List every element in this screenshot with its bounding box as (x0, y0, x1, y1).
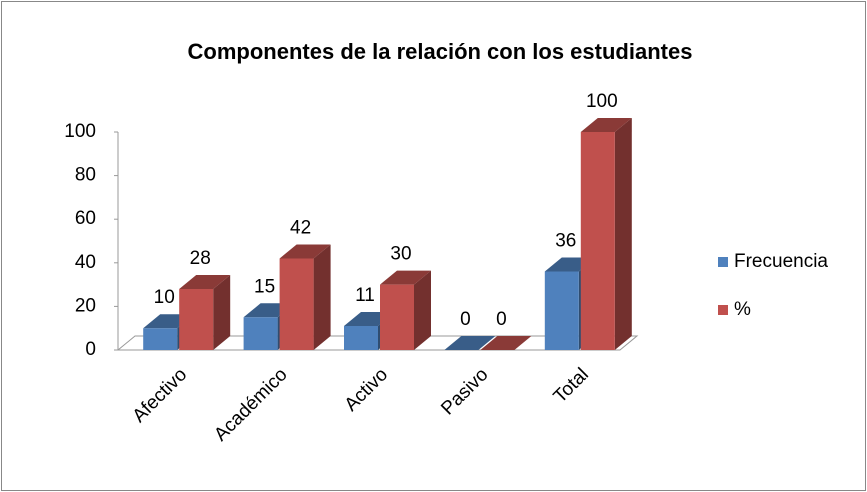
bar-face (544, 271, 579, 350)
legend-swatch (718, 305, 728, 315)
data-label: 42 (290, 217, 311, 238)
bar-face (414, 270, 431, 350)
bar-face (344, 326, 378, 350)
bar-face (213, 274, 231, 350)
bar (380, 270, 431, 350)
bar (480, 336, 532, 350)
bar-face (279, 244, 331, 259)
bar-face (243, 317, 278, 350)
bar-face (480, 336, 532, 350)
bar (444, 336, 496, 350)
bar-face (380, 270, 431, 285)
legend-label: % (734, 299, 751, 320)
data-label: 28 (190, 248, 211, 269)
y-tick-label: 0 (85, 339, 96, 360)
data-label: 100 (586, 91, 618, 112)
y-tick-label: 60 (75, 208, 96, 229)
bar-face (580, 132, 615, 350)
data-label: 36 (555, 231, 576, 252)
bar-face (279, 258, 314, 350)
data-label: 11 (355, 285, 375, 306)
data-label: 0 (460, 309, 471, 330)
data-label: 10 (154, 287, 175, 308)
bar (580, 118, 632, 350)
bar-face (179, 274, 231, 289)
bar-face (143, 328, 178, 350)
bar-face (614, 118, 632, 350)
bar-face (444, 336, 496, 350)
data-label: 15 (254, 276, 275, 297)
y-tick-label: 40 (75, 252, 96, 273)
bar-face (380, 284, 414, 350)
bar (279, 244, 331, 350)
legend-label: Frecuencia (734, 251, 828, 272)
data-label: 0 (496, 309, 507, 330)
y-tick-label: 100 (64, 121, 96, 142)
bar (179, 274, 231, 350)
y-tick-label: 80 (75, 165, 96, 186)
bar-face (313, 244, 331, 350)
legend-swatch (718, 257, 728, 267)
y-tick-label: 20 (75, 295, 96, 316)
data-label: 30 (390, 244, 411, 265)
bar-face (179, 288, 214, 350)
chart-title: Componentes de la relación con los estud… (188, 39, 693, 64)
bar-face (580, 118, 632, 132)
